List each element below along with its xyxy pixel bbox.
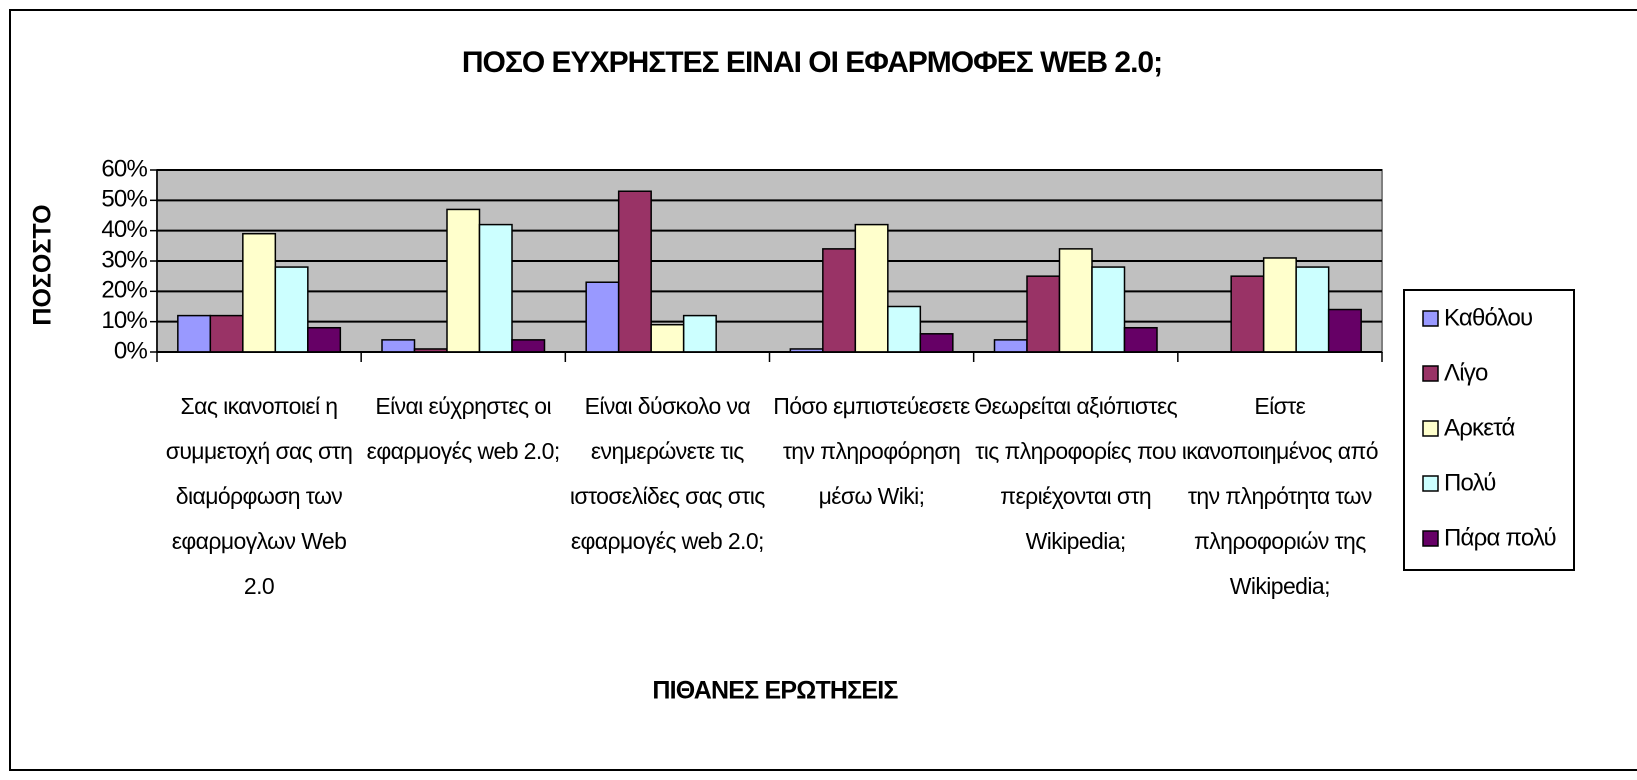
legend-swatch <box>1422 420 1439 437</box>
y-tick-label: 40% <box>101 216 147 243</box>
bar <box>887 305 922 353</box>
x-tick-label: Πόσο εμπιστεύεσετε την πληροφόρηση μέσω … <box>773 393 970 509</box>
bar <box>617 190 652 353</box>
bar <box>1295 266 1330 353</box>
bar <box>585 281 620 353</box>
bar <box>478 223 513 353</box>
y-tick-label: 20% <box>101 277 147 304</box>
y-tick-label: 50% <box>101 186 147 213</box>
x-tick-label: Θεωρείται αξιόπιστες τις πληροφορίες που… <box>974 393 1178 554</box>
legend-label: Πολύ <box>1444 469 1496 496</box>
chart-border <box>9 9 1637 771</box>
bar <box>822 248 857 353</box>
x-axis-label: ΠΙΘΑΝΕΣ ΕΡΩΤΗΣΕΙΣ <box>652 677 898 705</box>
bar <box>1123 326 1158 353</box>
bar <box>274 266 309 353</box>
legend-swatch <box>1422 365 1439 382</box>
bar <box>1327 308 1362 353</box>
bar <box>993 339 1028 353</box>
y-tick-label: 60% <box>101 155 147 182</box>
x-tick-label: Είναι δύσκολο να ενημερώνετε τις ιστοσελ… <box>569 393 765 554</box>
bar <box>307 326 342 353</box>
bar <box>511 339 546 353</box>
bar <box>1230 275 1265 353</box>
y-axis-label: ΠΟΣΟΣΤΟ <box>29 204 57 325</box>
legend-swatch <box>1422 475 1439 492</box>
legend-swatch <box>1422 530 1439 547</box>
bar <box>919 333 954 353</box>
legend-label: Λίγο <box>1444 359 1488 386</box>
bar <box>209 314 244 353</box>
x-tick-label: Είναι εύχρηστες οι εφαρμογές web 2.0; <box>366 393 561 464</box>
bar <box>854 223 889 353</box>
chart-title: ΠΟΣΟ ΕΥΧΡΗΣΤΕΣ ΕΙΝΑΙ ΟΙ ΕΦΑΡΜΟΦΕΣ WEB 2.… <box>462 46 1162 79</box>
legend-swatch <box>1422 310 1439 327</box>
legend-label: Καθόλου <box>1444 304 1532 331</box>
bar <box>1091 266 1126 353</box>
x-tick-label: Σας ικανοποιεί η συμμετοχή σας στη διαμό… <box>165 393 353 599</box>
bar <box>650 323 685 353</box>
bar <box>177 314 212 353</box>
bar <box>682 314 717 353</box>
bar <box>1058 248 1093 353</box>
bar <box>242 232 277 353</box>
y-tick-label: 0% <box>114 337 148 364</box>
bar <box>381 339 416 353</box>
y-tick-label: 30% <box>101 246 147 273</box>
bar <box>1262 257 1297 353</box>
x-tick-label: Είστε ικανοποιημένος από την πληρότητα τ… <box>1181 393 1379 599</box>
legend-label: Πάρα πολύ <box>1444 524 1556 551</box>
bar <box>1026 275 1061 353</box>
y-tick-label: 10% <box>101 307 147 334</box>
legend-label: Αρκετά <box>1444 414 1516 441</box>
bar <box>446 208 481 353</box>
